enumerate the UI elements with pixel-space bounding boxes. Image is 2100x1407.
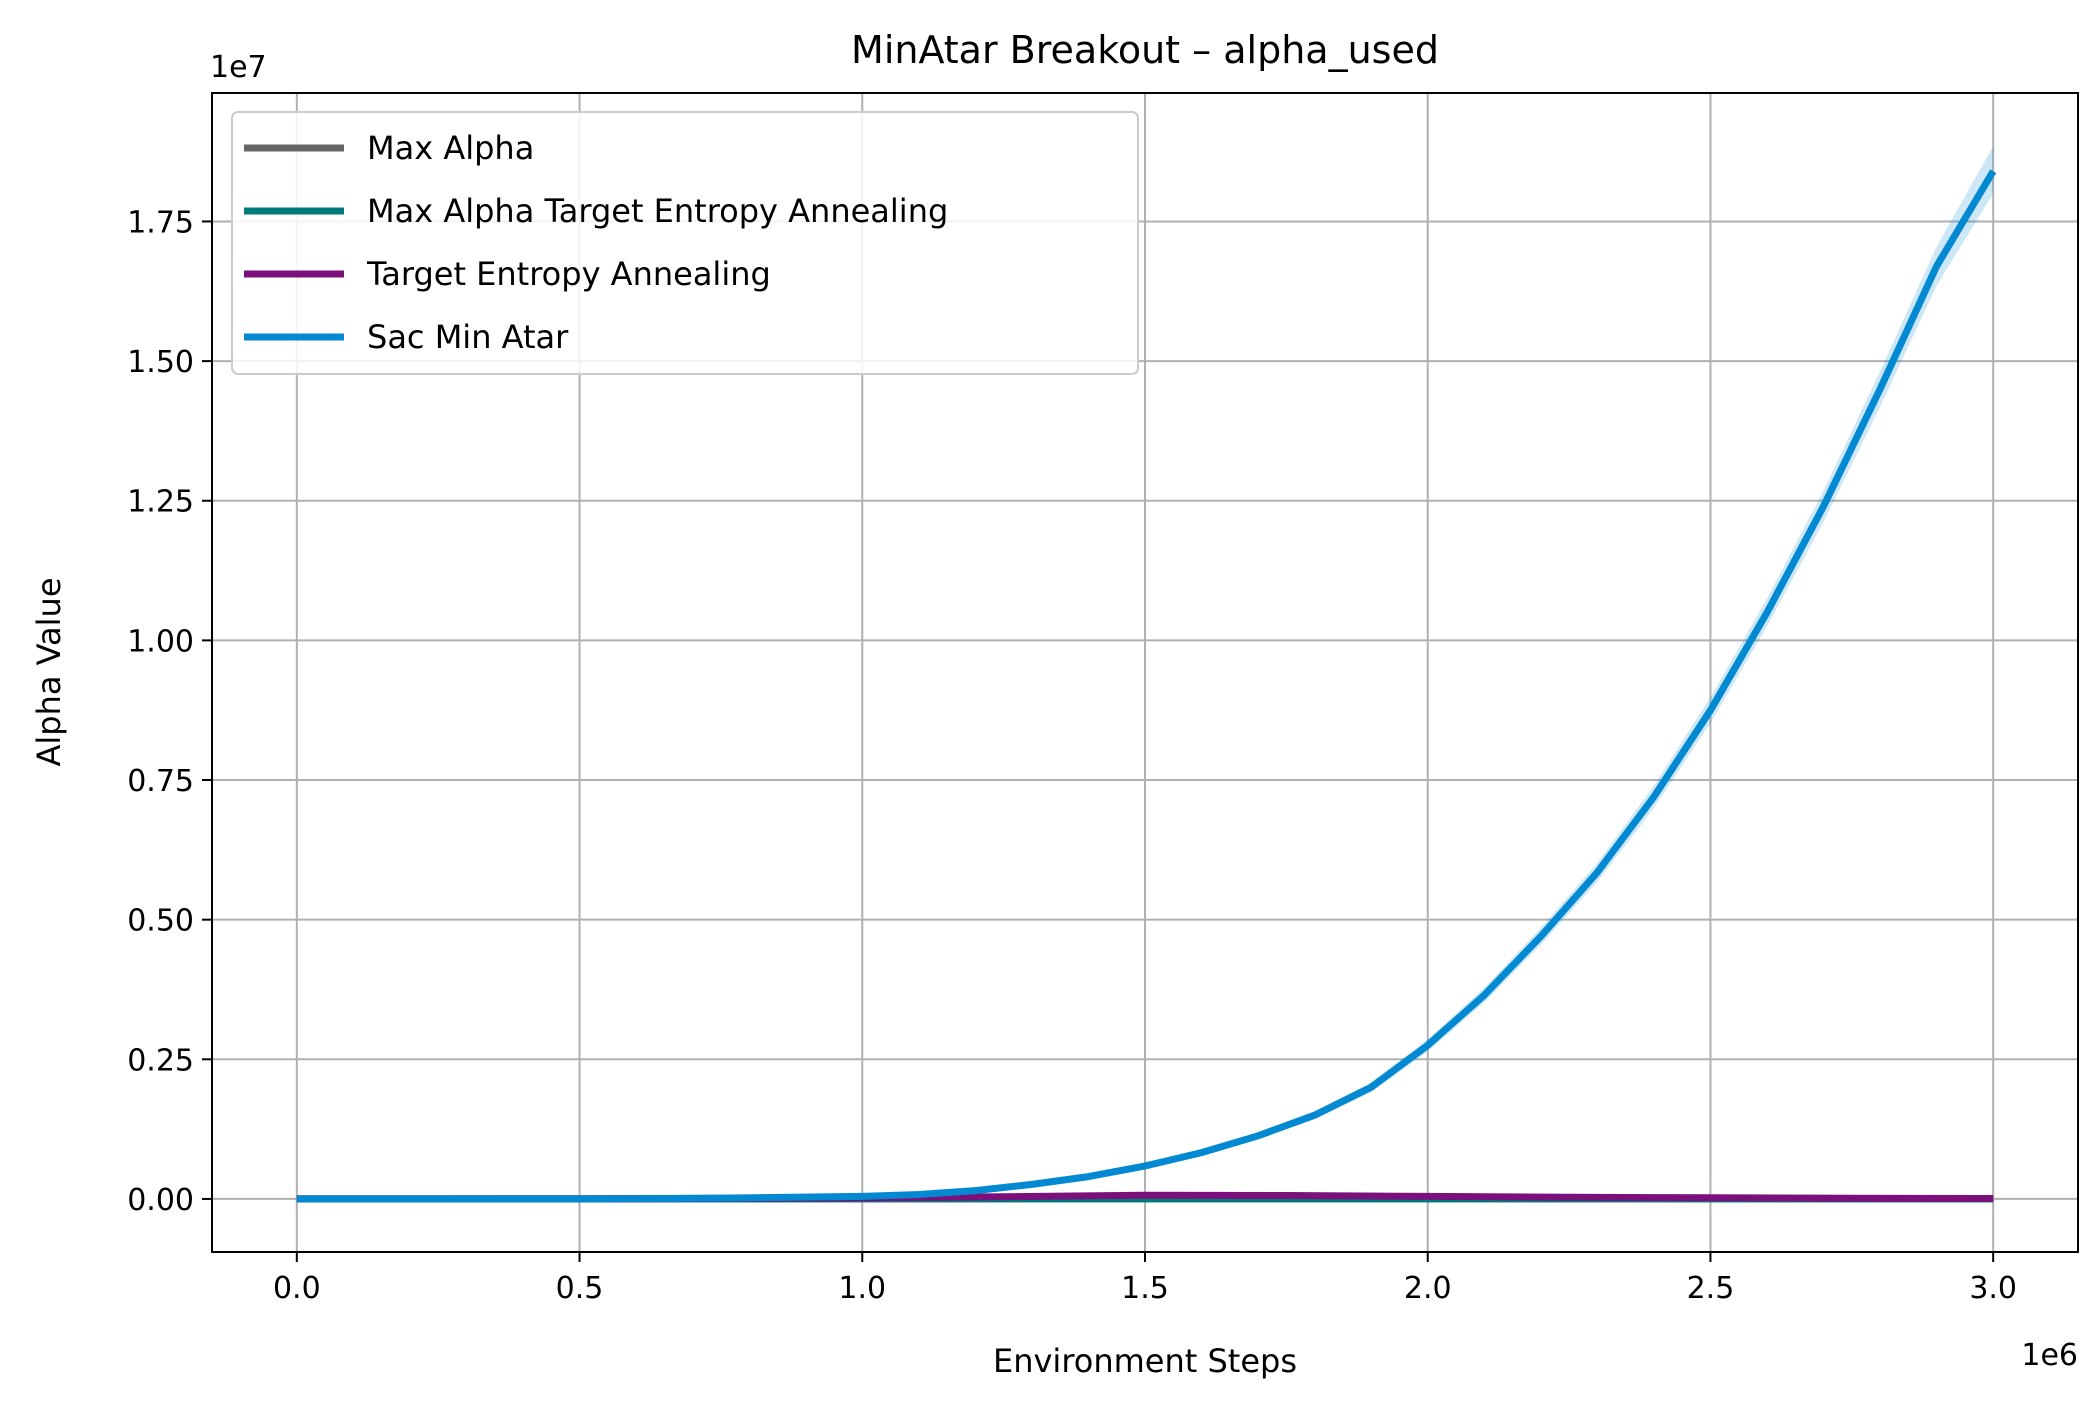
y-tick-label: 0.25 [127, 1043, 194, 1078]
y-axis-ticks: 0.00 0.25 0.50 0.75 1.00 1.25 1.50 1.75 [127, 205, 212, 1218]
series-line-4 [296, 169, 1997, 1203]
y-tick-label: 0.00 [127, 1183, 194, 1218]
y-tick-label: 1.00 [127, 624, 194, 659]
y-axis-label: Alpha Value [30, 577, 68, 766]
legend-label: Target Entropy Annealing [366, 255, 771, 293]
x-axis-ticks: 0.0 0.5 1.0 1.5 2.0 2.5 3.0 [273, 1252, 2017, 1306]
x-axis-offset-label: 1e6 [2021, 1338, 2078, 1373]
legend-label: Sac Min Atar [367, 318, 569, 356]
legend-label: Max Alpha Target Entropy Annealing [367, 192, 948, 230]
chart-title: MinAtar Breakout – alpha_used [851, 28, 1439, 72]
x-tick-label: 0.0 [273, 1271, 321, 1306]
y-axis-offset-label: 1e7 [210, 50, 267, 85]
x-tick-label: 1.5 [1121, 1271, 1169, 1306]
legend: Max Alpha Max Alpha Target Entropy Anneal… [231, 111, 1139, 375]
y-tick-label: 1.50 [127, 345, 194, 380]
x-axis-label: Environment Steps [993, 1342, 1297, 1380]
y-tick-label: 1.75 [127, 205, 194, 240]
y-tick-label: 0.50 [127, 904, 194, 939]
x-tick-label: 2.5 [1687, 1271, 1735, 1306]
legend-label: Max Alpha [367, 129, 534, 167]
x-tick-label: 1.0 [838, 1271, 886, 1306]
x-tick-label: 2.0 [1404, 1271, 1452, 1306]
series-lines [296, 169, 1997, 1203]
y-tick-label: 1.25 [127, 485, 194, 520]
x-tick-label: 0.5 [556, 1271, 604, 1306]
y-tick-label: 0.75 [127, 764, 194, 799]
legend-box [231, 111, 1139, 375]
x-tick-label: 3.0 [1969, 1271, 2017, 1306]
